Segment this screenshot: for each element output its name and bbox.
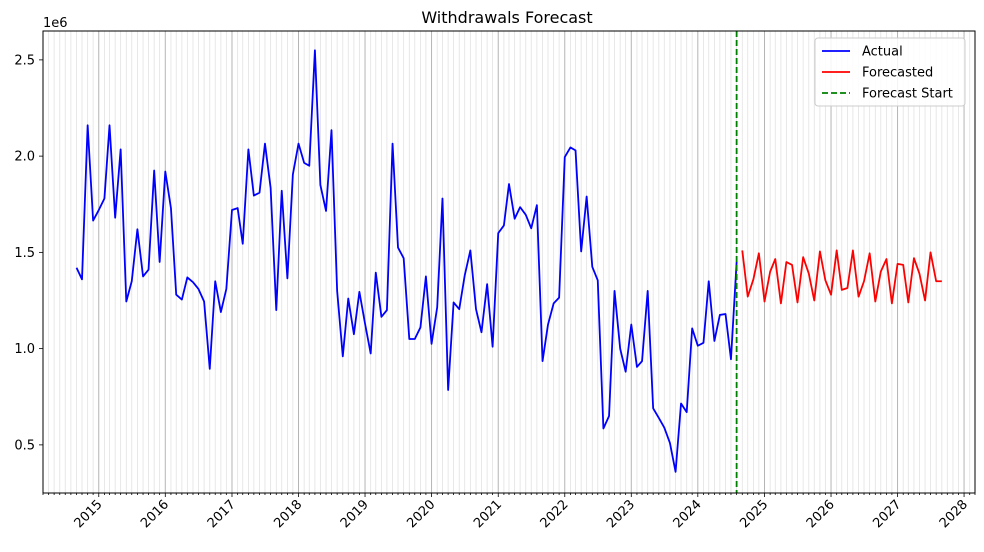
legend-label: Forecasted <box>862 66 933 81</box>
series-layer <box>75 49 942 473</box>
y-axis: 0.5 1.0 1.5 2.0 2.5 <box>14 53 43 453</box>
legend: Actual Forecasted Forecast Start <box>814 37 966 107</box>
grid-lines <box>42 31 976 493</box>
x-tick-label: 2018 <box>271 497 305 531</box>
x-tick-label: 2020 <box>404 497 438 531</box>
x-tick-label: 2026 <box>804 497 838 531</box>
y-tick-label: 1.0 <box>14 342 35 357</box>
x-tick-label: 2017 <box>205 497 239 531</box>
x-axis: 2015 2016 2017 2018 2019 2020 2021 2022 2023 2024… <box>42 493 976 531</box>
chart-title: Withdrawals Forecast <box>421 8 592 27</box>
x-tick-label: 2028 <box>937 497 971 531</box>
x-tick-label: 2016 <box>138 497 172 531</box>
series-line-actual <box>75 49 738 473</box>
legend-label: Forecast Start <box>862 87 953 102</box>
x-tick-label: 2023 <box>604 497 638 531</box>
y-tick-label: 2.0 <box>14 150 35 165</box>
x-tick-label: 2015 <box>72 497 106 531</box>
x-tick-label: 2022 <box>538 497 572 531</box>
x-tick-label: 2027 <box>870 497 904 531</box>
y-tick-label: 1.5 <box>14 246 35 261</box>
series-line-forecasted <box>741 249 942 305</box>
x-tick-label: 2025 <box>737 497 771 531</box>
legend-label: Actual <box>862 45 903 60</box>
x-tick-label: 2019 <box>338 497 372 531</box>
x-tick-label: 2021 <box>471 497 505 531</box>
x-tick-label: 2024 <box>671 497 705 531</box>
y-tick-label: 2.5 <box>14 53 35 68</box>
y-tick-label: 0.5 <box>14 438 35 453</box>
y-axis-offset-label: 1e6 <box>43 16 68 31</box>
legend-box <box>814 37 966 107</box>
